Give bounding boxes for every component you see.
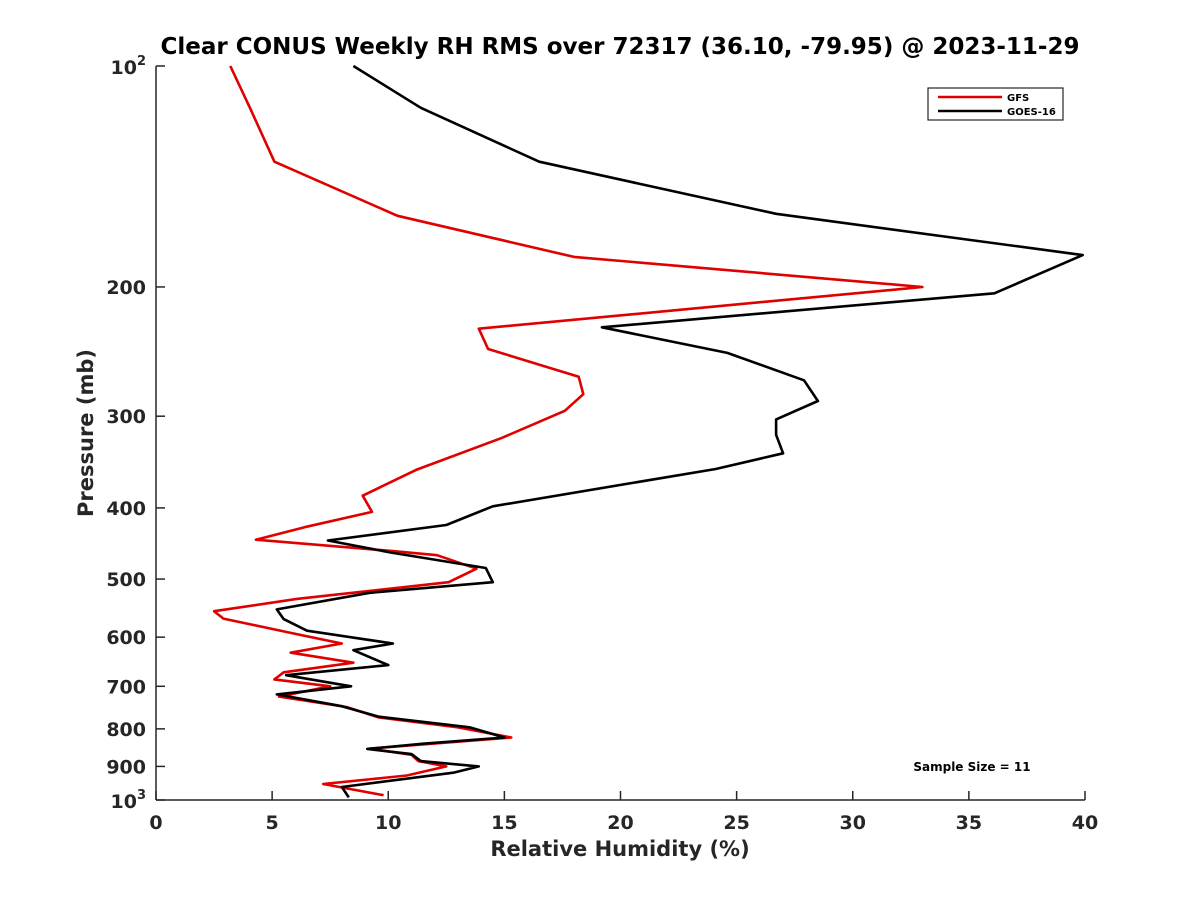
- y-axis-label: Pressure (mb): [74, 349, 98, 517]
- legend: GFS GOES-16: [927, 87, 1064, 121]
- y-tick-label: 500: [106, 569, 146, 591]
- x-tick-label: 35: [956, 812, 982, 834]
- y-axis-ticks: 200 300 400 500 600 700 800 900 102 103: [106, 54, 165, 813]
- y-tick-label: 600: [106, 627, 146, 649]
- x-tick-label: 10: [375, 812, 401, 834]
- x-tick-label: 30: [840, 812, 866, 834]
- series-line-goes-16: [275, 64, 1084, 799]
- y-tick-label: 900: [106, 756, 146, 778]
- y-tick-label: 400: [106, 498, 146, 520]
- y-tick-label: 700: [106, 676, 146, 698]
- x-axis-label: Relative Humidity (%): [490, 837, 749, 861]
- x-tick-label: 0: [149, 812, 162, 834]
- x-tick-label: 5: [266, 812, 279, 834]
- x-tick-label: 25: [723, 812, 749, 834]
- y-tick-label: 800: [106, 719, 146, 741]
- sample-size-annotation: Sample Size = 11: [913, 760, 1030, 774]
- series-line-gfs: [212, 65, 924, 797]
- y-tick-label-power: 103: [111, 788, 147, 813]
- x-tick-label: 40: [1072, 812, 1098, 834]
- x-tick-label: 15: [491, 812, 517, 834]
- x-axis-ticks: 0 5 10 15 20 25 30 35 40: [149, 791, 1098, 834]
- chart-title: Clear CONUS Weekly RH RMS over 72317 (36…: [161, 34, 1080, 60]
- legend-box: [927, 87, 1064, 121]
- plot-area: 0 5 10 15 20 25 30 35 40 200 300 400 500 600 700 800 90…: [106, 54, 1098, 834]
- legend-entry: GFS: [1007, 93, 1029, 104]
- y-tick-label: 300: [106, 406, 146, 428]
- x-tick-label: 20: [607, 812, 633, 834]
- legend-entry: GOES-16: [1007, 107, 1056, 118]
- y-tick-label-power: 102: [111, 54, 147, 79]
- y-tick-label: 200: [106, 277, 146, 299]
- series-group: [212, 64, 1084, 799]
